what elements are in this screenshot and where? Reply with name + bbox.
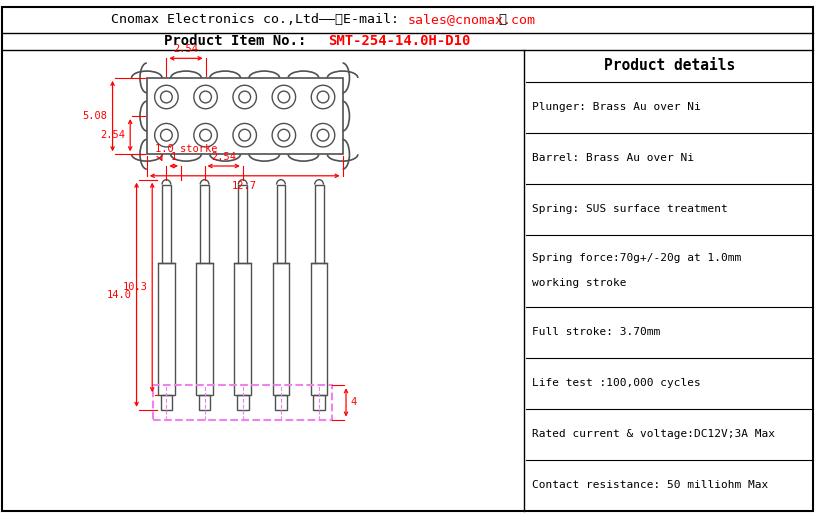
Text: 1: 1 <box>171 152 177 162</box>
Bar <box>272 263 289 395</box>
Bar <box>315 184 323 263</box>
Text: 4: 4 <box>351 397 357 407</box>
Text: 2.54: 2.54 <box>173 45 198 54</box>
Text: working stroke: working stroke <box>531 278 626 288</box>
Text: 10.3: 10.3 <box>122 282 147 292</box>
Bar <box>199 395 211 410</box>
Text: 5.08: 5.08 <box>82 111 107 121</box>
Text: 2.54: 2.54 <box>100 130 125 140</box>
Bar <box>313 395 325 410</box>
Text: 2.54: 2.54 <box>212 152 237 162</box>
Text: Cnomax Electronics co.,Ltd——（E-mail:: Cnomax Electronics co.,Ltd——（E-mail: <box>111 12 407 26</box>
Text: Plunger: Brass Au over Ni: Plunger: Brass Au over Ni <box>531 102 701 112</box>
Bar <box>237 395 248 410</box>
Bar <box>275 395 287 410</box>
Text: ）: ） <box>498 12 506 26</box>
Text: 1.0 storke: 1.0 storke <box>155 144 217 154</box>
Bar <box>162 184 171 263</box>
Text: Spring force:70g+/-20g at 1.0mm: Spring force:70g+/-20g at 1.0mm <box>531 253 741 264</box>
Bar <box>197 263 213 395</box>
Text: SMT-254-14.0H-D10: SMT-254-14.0H-D10 <box>328 34 471 48</box>
Bar <box>158 263 175 395</box>
Text: Full stroke: 3.70mm: Full stroke: 3.70mm <box>531 327 660 337</box>
Text: Rated current & voltage:DC12V;3A Max: Rated current & voltage:DC12V;3A Max <box>531 429 775 439</box>
Text: sales@cnomax.com: sales@cnomax.com <box>407 12 535 26</box>
Bar <box>147 78 342 154</box>
Bar <box>238 184 247 263</box>
Bar <box>161 395 172 410</box>
Text: Product details: Product details <box>604 58 736 73</box>
Text: 12.7: 12.7 <box>232 181 257 191</box>
Bar <box>277 184 286 263</box>
Text: Life test :100,000 cycles: Life test :100,000 cycles <box>531 378 701 388</box>
Text: Product Item No.:: Product Item No.: <box>164 34 323 48</box>
Bar <box>234 263 251 395</box>
Text: Spring: SUS surface treatment: Spring: SUS surface treatment <box>531 204 727 214</box>
Bar <box>311 263 327 395</box>
Bar <box>153 385 332 420</box>
Text: Contact resistance: 50 milliohm Max: Contact resistance: 50 milliohm Max <box>531 480 768 490</box>
Text: Barrel: Brass Au over Ni: Barrel: Brass Au over Ni <box>531 153 694 163</box>
Text: 14.0: 14.0 <box>107 290 132 300</box>
Bar <box>200 184 209 263</box>
